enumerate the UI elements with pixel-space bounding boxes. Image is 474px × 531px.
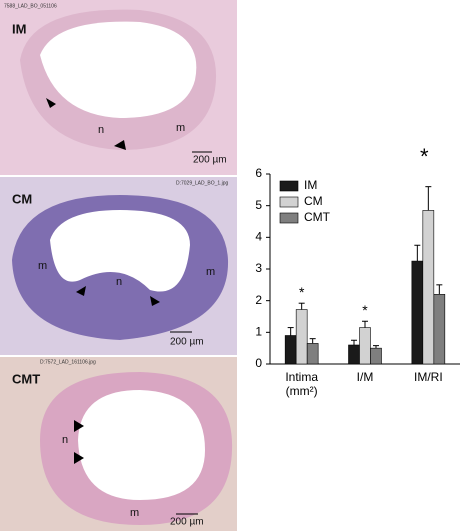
bar <box>411 260 424 365</box>
x-tick-label: Intima (mm²) <box>285 370 318 398</box>
bar-chart: 0 1 2 3 4 5 6 Intima (mm²) I/M IM/RI * * * IM CM CMT <box>255 144 460 398</box>
lumen <box>78 390 205 500</box>
legend-swatch <box>279 212 299 224</box>
annotation: m <box>206 266 215 278</box>
bar <box>295 309 308 365</box>
scale-label: 200 µm <box>170 337 204 348</box>
bar <box>370 347 382 365</box>
arrowhead <box>114 140 126 150</box>
filename: 7588_LAD_BO_051106 <box>4 3 57 9</box>
y-tick-label: 5 <box>255 198 262 212</box>
arrowhead <box>74 452 84 464</box>
bar <box>433 294 446 365</box>
annotation: m <box>38 260 47 272</box>
y-tick-label: 3 <box>255 261 262 275</box>
y-tick-label: 0 <box>255 356 262 370</box>
annotation: n <box>62 434 68 446</box>
arrowhead <box>74 420 84 432</box>
legend-label: IM <box>304 178 317 192</box>
arrowhead <box>76 286 86 296</box>
significance-marker: * <box>299 284 305 300</box>
annotation: m <box>130 507 139 519</box>
lumen <box>40 21 197 118</box>
bar <box>422 210 435 365</box>
panel-im: 7588_LAD_BO_051106 IM n m 200 µm <box>0 0 237 175</box>
bar <box>284 335 297 365</box>
bar <box>306 343 319 365</box>
scale-label: 200 µm <box>193 155 227 166</box>
panel-label: CM <box>12 191 32 206</box>
arrowhead <box>46 98 56 108</box>
panel-cmt: D:7572_LAD_161106.jpg CMT n m 200 µm <box>0 357 237 531</box>
significance-marker: * <box>420 144 429 169</box>
legend-swatch <box>279 196 299 208</box>
bar <box>359 327 371 365</box>
panel-label: IM <box>12 21 26 36</box>
annotation: n <box>98 124 104 136</box>
y-tick-label: 1 <box>255 325 262 339</box>
significance-marker: * <box>362 302 368 318</box>
y-tick-label: 6 <box>255 166 262 180</box>
x-tick-label: IM/RI <box>414 370 443 384</box>
arrowhead <box>150 296 160 306</box>
y-tick-label: 4 <box>255 230 262 244</box>
panel-cm: D:7029_LAD_BO_1.jpg CM m n m 200 µm <box>0 177 237 355</box>
filename: D:7572_LAD_161106.jpg <box>40 359 96 365</box>
scale-label: 200 µm <box>170 517 204 528</box>
panel-label: CMT <box>12 371 40 386</box>
annotation: n <box>116 276 122 288</box>
lumen <box>50 210 190 292</box>
legend-swatch <box>279 180 299 192</box>
x-tick-label: I/M <box>357 370 374 384</box>
y-tick-label: 2 <box>255 293 262 307</box>
bar <box>348 344 360 365</box>
legend-label: CM <box>304 194 323 208</box>
filename: D:7029_LAD_BO_1.jpg <box>176 180 228 186</box>
annotation: m <box>176 122 185 134</box>
legend-label: CMT <box>304 210 331 224</box>
